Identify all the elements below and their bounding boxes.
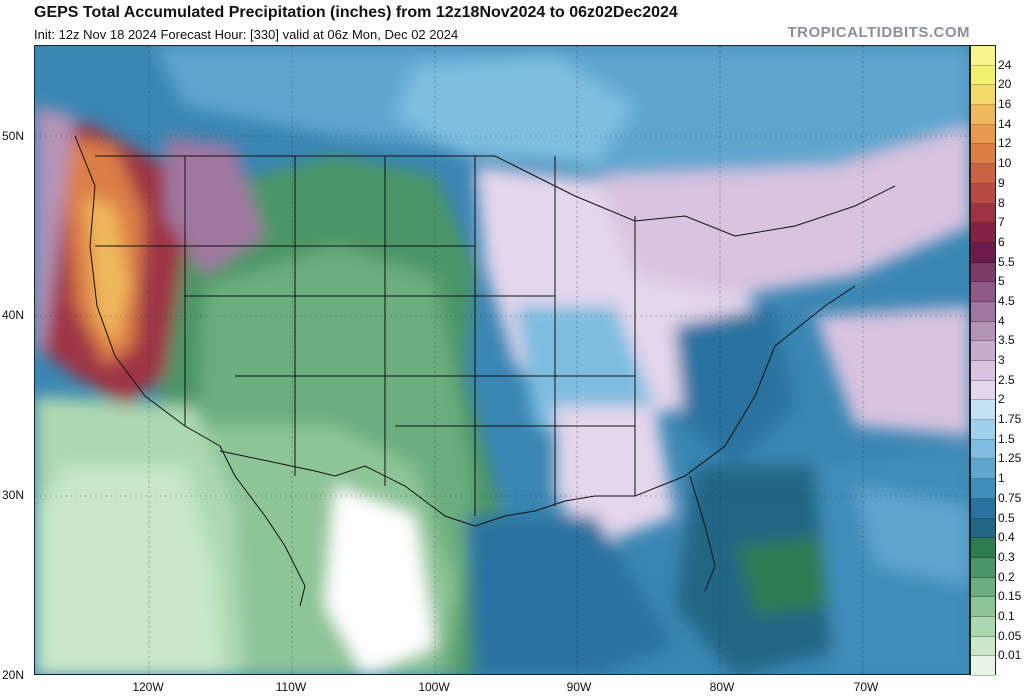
- legend-cell: [971, 597, 995, 617]
- legend-cell: [971, 557, 995, 578]
- legend-cell: [971, 577, 995, 598]
- legend-label: 0.01: [998, 648, 1022, 663]
- legend-cell: [971, 361, 995, 381]
- legend-cell-max: [971, 46, 995, 66]
- legend-label: 0.1: [998, 608, 1015, 623]
- legend-label: 0.4: [998, 530, 1015, 545]
- legend-label: 2.5: [998, 372, 1015, 387]
- legend-cell: [971, 282, 995, 302]
- lon-label-80w: 80W: [709, 680, 735, 694]
- lon-label-120w: 120W: [132, 680, 164, 694]
- legend-cell: [971, 203, 995, 224]
- legend-cell: [971, 223, 995, 243]
- legend-cell: [971, 498, 995, 519]
- legend-cell: [971, 183, 995, 204]
- legend-label: 1.75: [998, 412, 1022, 427]
- legend-label: 5: [998, 274, 1005, 289]
- legend-cell: [971, 616, 995, 637]
- legend-cell: [971, 459, 995, 480]
- lon-label-70w: 70W: [853, 680, 879, 694]
- boundaries: [74, 135, 896, 607]
- legend-cell: [971, 380, 995, 401]
- legend-label: 3: [998, 353, 1005, 367]
- legend-cell: [971, 341, 995, 361]
- legend-label: 7: [998, 215, 1005, 230]
- brand-watermark: TROPICALTIDBITS.COM: [787, 24, 970, 41]
- legend-cell: [971, 538, 995, 558]
- legend-label: 9: [998, 175, 1005, 190]
- legend-cell: [971, 636, 995, 657]
- graticule: [35, 46, 969, 674]
- legend-label: 16: [998, 97, 1012, 112]
- map-title: GEPS Total Accumulated Precipitation (in…: [34, 4, 678, 21]
- lon-label-90w: 90W: [566, 680, 592, 694]
- legend-cell: [971, 479, 995, 499]
- legend-label: 3.5: [998, 333, 1015, 348]
- legend-label: 2: [998, 392, 1005, 407]
- legend-label: 4.5: [998, 293, 1015, 308]
- legend-label: 14: [998, 116, 1012, 131]
- legend-label: 12: [998, 136, 1012, 151]
- precipitation-map: [34, 45, 970, 675]
- legend-label: 0.2: [998, 569, 1015, 584]
- lat-label-30n: 30N: [2, 488, 25, 502]
- legend-label: 0.5: [998, 510, 1015, 525]
- legend-label: 24: [998, 57, 1012, 72]
- legend-cell: [971, 420, 995, 440]
- legend-cell: [971, 105, 995, 125]
- legend-label: 4: [998, 313, 1005, 328]
- legend-cell: [971, 242, 995, 263]
- legend-cell: [971, 518, 995, 539]
- legend-label: 1.5: [998, 431, 1015, 446]
- legend-cell: [971, 65, 995, 86]
- precip-field: [35, 46, 969, 674]
- legend-label: 8: [998, 195, 1005, 210]
- lat-label-50n: 50N: [2, 129, 25, 143]
- lon-label-110w: 110W: [275, 680, 307, 694]
- legend-cell: [971, 85, 995, 106]
- legend-label: 0.75: [998, 490, 1022, 505]
- lat-label-40n: 40N: [2, 308, 25, 322]
- legend-label: 10: [998, 156, 1012, 171]
- lon-label-100w: 100W: [418, 680, 450, 694]
- legend-label: 6: [998, 234, 1005, 249]
- legend-cell: [971, 656, 995, 676]
- legend-cell: [971, 164, 995, 184]
- color-legend: [970, 45, 996, 676]
- map-subtitle: Init: 12z Nov 18 2024 Forecast Hour: [33…: [34, 27, 459, 42]
- lat-label-20n: 20N: [2, 668, 25, 682]
- legend-cell: [971, 301, 995, 322]
- legend-label: 0.15: [998, 589, 1022, 604]
- legend-label: 0.3: [998, 549, 1015, 564]
- legend-cell: [971, 144, 995, 165]
- legend-cell: [971, 262, 995, 283]
- legend-label: 1.25: [998, 451, 1022, 466]
- legend-label: 1: [998, 471, 1005, 486]
- legend-cell: [971, 124, 995, 145]
- legend-label: 5.5: [998, 254, 1015, 269]
- legend-cell: [971, 321, 995, 342]
- legend-label: 20: [998, 77, 1012, 92]
- legend-cell: [971, 400, 995, 421]
- legend-cell: [971, 439, 995, 460]
- map-canvas: [35, 46, 969, 674]
- legend-label: 0.05: [998, 628, 1022, 643]
